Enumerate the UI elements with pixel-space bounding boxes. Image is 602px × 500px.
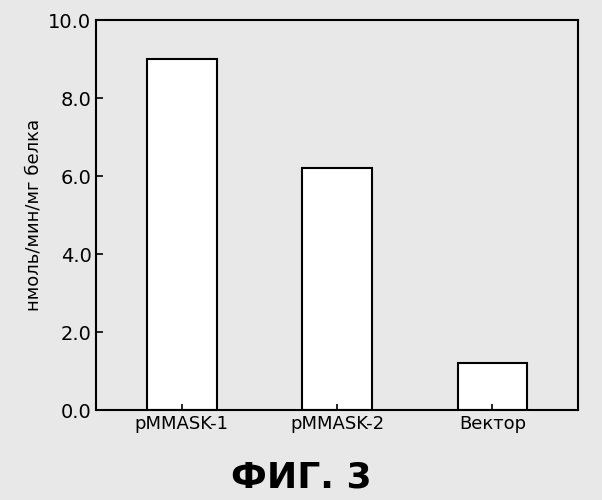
- Text: ФИГ. 3: ФИГ. 3: [231, 461, 371, 495]
- Bar: [147, 59, 217, 410]
- Bar: [458, 363, 527, 410]
- Bar: [302, 168, 372, 410]
- Y-axis label: нмоль/мин/мг белка: нмоль/мин/мг белка: [25, 119, 43, 311]
